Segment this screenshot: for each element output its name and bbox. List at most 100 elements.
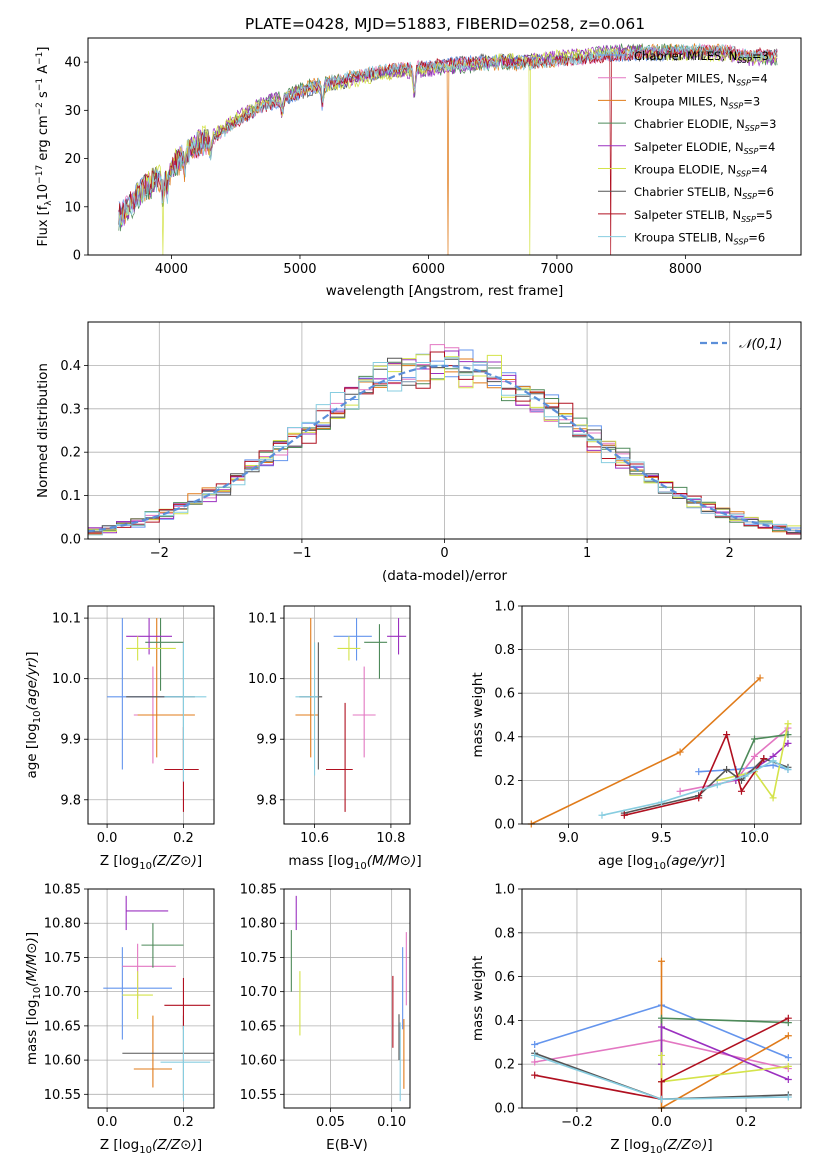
x-tick-label: −0.2 — [561, 1115, 593, 1130]
x-tick-label: 0.2 — [173, 1115, 194, 1130]
axis-label: Z [log10(Z/Z⊙)] — [100, 853, 202, 872]
axis-label: mass [log10(M/M⊙)] — [24, 932, 43, 1065]
weight-marker — [737, 787, 745, 795]
y-tick-label: 10.75 — [44, 951, 81, 966]
weight-marker — [751, 735, 758, 743]
weight-marker — [658, 1095, 665, 1103]
weight-marker — [531, 1040, 539, 1048]
weight-marker — [658, 1014, 665, 1022]
y-tick-label: 0.2 — [494, 1058, 515, 1073]
weight-marker — [658, 957, 665, 965]
y-axis-label: Normed distribution — [35, 363, 51, 498]
errorbars — [103, 895, 214, 1102]
y-tick-label: 0.2 — [494, 774, 515, 789]
y-tick-label: 0.8 — [494, 926, 515, 941]
legend-entry: Salpeter MILES, NSSP=4 — [634, 72, 768, 88]
weight-marker — [676, 787, 684, 795]
x-tick-label: 0.10 — [377, 1115, 406, 1130]
weight-marker — [756, 674, 764, 682]
y-tick-label: 20 — [64, 152, 81, 167]
weight-marker — [784, 1032, 792, 1040]
x-tick-label: 7000 — [540, 262, 573, 277]
axis-label: mass [log10(M/M⊙)] — [288, 853, 421, 872]
x-tick-label: 5000 — [283, 262, 316, 277]
axis-label: Z [log10(Z/Z⊙)] — [610, 1137, 712, 1156]
weight-marker — [531, 1071, 539, 1079]
normal-reference-curve — [88, 364, 801, 533]
legend-entry: Salpeter STELIB, NSSP=5 — [634, 208, 773, 224]
weight-vs-age-panel: 9.0 9.5 10.0 0.0 0.2 0.4 0.6 0.8 1.0 age [log10(a… — [470, 600, 802, 872]
y-tick-label: 10.85 — [240, 883, 277, 898]
y-tick-label: 0.3 — [60, 402, 81, 417]
x-axis-label: wavelength [Angstrom, rest frame] — [326, 283, 564, 299]
x-tick-label: 0.05 — [316, 1115, 345, 1130]
weight-marker — [598, 811, 606, 819]
y-tick-label: 0.6 — [494, 970, 515, 985]
y-tick-label: 10.70 — [44, 985, 81, 1000]
weight-marker — [784, 720, 792, 728]
x-tick-label: 0 — [440, 546, 448, 561]
spectrum-legend: Chabrier MILES, NSSP=3 Salpeter MILES, NS… — [598, 49, 776, 247]
weight-vs-metallicity-panel: −0.2 0.0 0.2 0.0 0.2 0.4 0.6 0.8 1.0 Z [log10(Z/Z… — [470, 883, 802, 1156]
x-tick-label: 10.0 — [740, 831, 769, 846]
figure-title: PLATE=0428, MJD=51883, FIBERID=0258, z=0… — [245, 15, 645, 33]
weight-marker — [676, 748, 684, 756]
x-tick-label: 0.0 — [97, 831, 118, 846]
y-tick-label: 0.0 — [494, 818, 515, 833]
age-vs-metallicity-panel: 0.0 0.2 9.8 9.9 10.0 10.1 Z [log10(Z/Z⊙)] age [… — [24, 605, 215, 872]
weight-marker — [784, 1054, 792, 1062]
mass-vs-extinction-panel: 0.05 0.10 10.55 10.60 10.65 10.70 10.75 10.80 10… — [240, 883, 411, 1153]
spectrum-line — [118, 44, 778, 255]
y-tick-label: 10.85 — [44, 883, 81, 898]
spectrum-line — [118, 43, 778, 226]
legend-entry: Kroupa STELIB, NSSP=6 — [634, 231, 765, 247]
x-tick-label: 0.2 — [173, 831, 194, 846]
legend-entry: Kroupa MILES, NSSP=3 — [634, 94, 760, 110]
y-tick-label: 9.9 — [256, 733, 277, 748]
weight-line — [601, 759, 789, 817]
residuals-panel: −2 −1 0 1 2 0.0 0.1 0.2 0.3 0.4 (data-model)/error… — [35, 321, 802, 584]
weight-series — [531, 957, 792, 1112]
spectrum-lines — [118, 42, 778, 255]
weight-marker — [531, 1058, 539, 1066]
axis-label: age [log10(age/yr)] — [598, 853, 725, 872]
x-tick-label: 10.8 — [376, 831, 405, 846]
y-tick-label: 0.0 — [60, 533, 81, 548]
weight-series — [527, 674, 792, 828]
y-tick-label: 0.4 — [494, 1014, 515, 1029]
y-tick-label: 10 — [64, 200, 81, 215]
y-tick-label: 9.9 — [60, 733, 81, 748]
y-tick-label: 10.70 — [240, 985, 277, 1000]
x-axis-label: (data-model)/error — [382, 568, 508, 584]
x-axis-label: E(B-V) — [326, 1137, 368, 1153]
weight-marker — [723, 766, 731, 773]
y-axis-label: Flux [fλ10−17 erg cm−2 s−1 A−1] — [35, 47, 54, 247]
weight-marker — [784, 739, 792, 747]
weight-marker — [784, 766, 792, 773]
y-tick-label: 10.1 — [52, 612, 81, 627]
weight-marker — [723, 731, 731, 739]
spectrum-line — [118, 44, 778, 228]
y-tick-label: 10.60 — [240, 1054, 277, 1069]
y-tick-label: 10.65 — [240, 1019, 277, 1034]
errorbars — [290, 895, 407, 1102]
y-tick-label: 10.0 — [248, 672, 277, 687]
spectrum-panel: 4000 5000 6000 7000 8000 0 10 20 30 40 wavelength … — [35, 37, 802, 299]
weight-line — [530, 677, 761, 825]
x-tick-label: 4000 — [155, 262, 188, 277]
axes-frame — [283, 605, 411, 825]
weight-line — [624, 757, 789, 814]
weight-marker — [658, 1051, 665, 1059]
weight-marker — [784, 1014, 792, 1022]
y-tick-label: 30 — [64, 104, 81, 119]
weight-line — [679, 727, 789, 793]
y-tick-label: 10.55 — [240, 1088, 277, 1103]
histogram-step — [88, 357, 801, 536]
weight-marker — [658, 1078, 665, 1086]
y-axis-label: mass weight — [470, 672, 486, 757]
y-axis-label: mass weight — [470, 956, 486, 1041]
x-tick-label: 9.5 — [651, 831, 672, 846]
y-tick-label: 0 — [73, 249, 81, 264]
y-tick-label: 10.0 — [52, 672, 81, 687]
mass-vs-metallicity-panel: 0.0 0.2 10.55 10.60 10.65 10.70 10.75 10.80 10.8… — [24, 883, 215, 1156]
